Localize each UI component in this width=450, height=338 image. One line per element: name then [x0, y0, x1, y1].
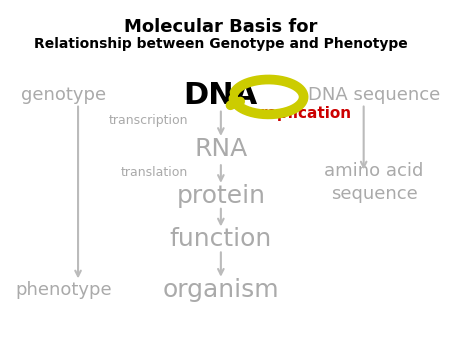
Text: function: function [170, 227, 272, 251]
Text: protein: protein [176, 184, 266, 208]
Text: translation: translation [121, 166, 188, 179]
Text: organism: organism [162, 278, 279, 302]
Text: Relationship between Genotype and Phenotype: Relationship between Genotype and Phenot… [34, 37, 408, 51]
Text: DNA sequence: DNA sequence [308, 86, 440, 104]
Text: replication: replication [260, 106, 352, 121]
Text: DNA: DNA [184, 81, 258, 110]
Text: genotype: genotype [21, 86, 106, 104]
Text: Molecular Basis for: Molecular Basis for [124, 18, 318, 36]
Text: transcription: transcription [108, 114, 188, 127]
Text: amino acid
sequence: amino acid sequence [324, 162, 424, 202]
Text: RNA: RNA [194, 137, 248, 161]
Text: phenotype: phenotype [15, 281, 112, 299]
